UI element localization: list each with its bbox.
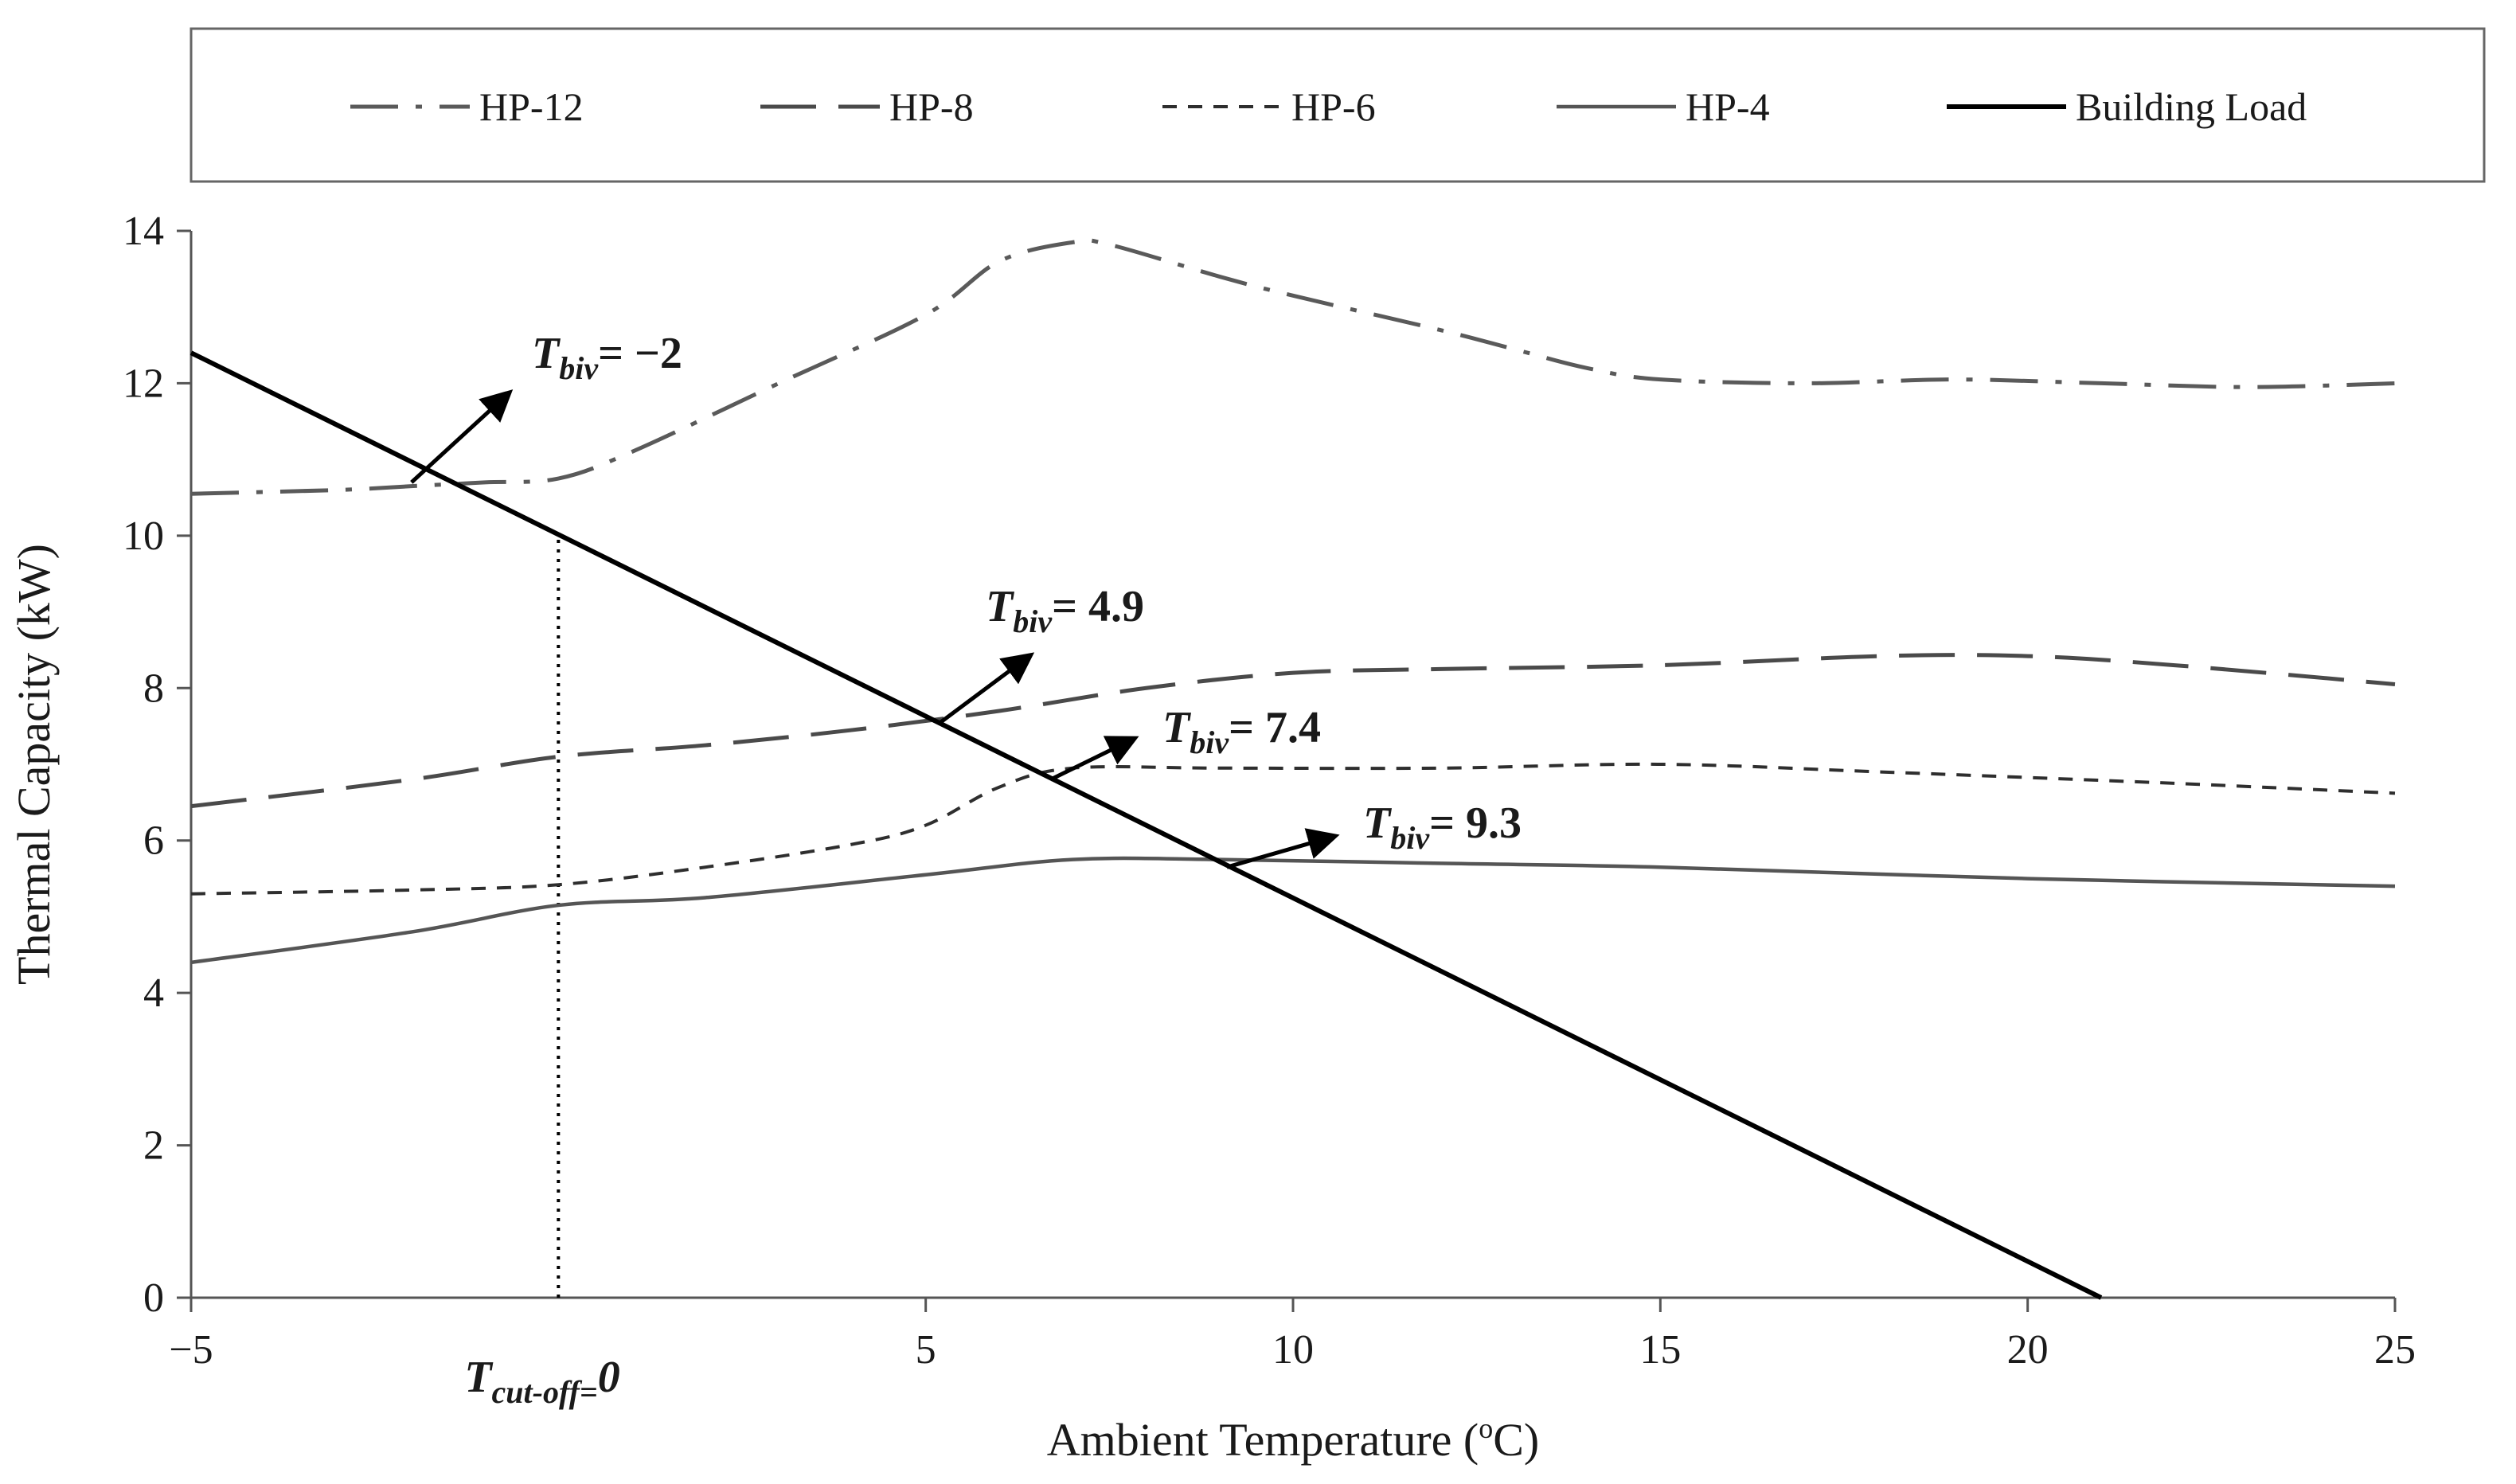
plot-area: 0 2 4 6 8 10 12 14 −5 5 10 15 20 25 Tbiv= −2 Tbiv= 4.… <box>123 209 2416 1410</box>
x-tick-label: 25 <box>2374 1327 2416 1373</box>
y-tick-label: 0 <box>143 1275 164 1321</box>
y-axis-title: Thermal Capacity (kW) <box>8 544 60 985</box>
annotation-arrow <box>939 652 1035 724</box>
legend: HP-12 HP-8 HP-6 HP-4 Building Load <box>189 27 2486 183</box>
legend-label-hp-4: HP-4 <box>1686 84 1770 129</box>
legend-label-building-load: Building Load <box>2076 84 2307 129</box>
annotation-label: Tbiv= 9.3 <box>1363 799 1522 856</box>
annotation-biv: Tbiv= −2 <box>410 329 682 484</box>
series-line-hp-12 <box>190 238 2396 496</box>
series-line-hp-6 <box>190 762 2396 896</box>
legend-label-hp-8: HP-8 <box>889 84 974 129</box>
x-tick-label: 5 <box>916 1327 936 1373</box>
annotation-cut-off: Tcut-off=0 <box>464 1353 619 1410</box>
x-tick-label: 20 <box>2007 1327 2049 1373</box>
annotation-biv: Tbiv= 4.9 <box>939 582 1144 724</box>
annotation-arrow <box>1226 828 1340 869</box>
series-line-hp-4 <box>190 856 2396 965</box>
annotation-label: Tbiv= 7.4 <box>1162 703 1321 760</box>
y-tick-label: 4 <box>143 970 164 1016</box>
annotation-arrow <box>410 389 514 484</box>
annotation-biv: Tbiv= 7.4 <box>1049 703 1321 782</box>
legend-label-hp-12: HP-12 <box>479 84 584 129</box>
y-tick-label: 12 <box>123 361 164 406</box>
series-line-building-load <box>189 350 2103 1300</box>
y-tick-label: 14 <box>123 209 164 254</box>
annotation-label: Tbiv= −2 <box>532 329 682 386</box>
y-tick-label: 8 <box>143 666 164 711</box>
series-line-hp-8 <box>190 653 2396 809</box>
cutoff-label: Tcut-off=0 <box>464 1353 619 1410</box>
annotation-arrow <box>1049 736 1139 782</box>
y-tick-label: 10 <box>123 514 164 559</box>
x-axis-title: Ambient Temperature (oC) <box>1047 1412 1539 1466</box>
legend-frame <box>189 27 2486 183</box>
y-tick-label: 2 <box>143 1123 164 1169</box>
annotation-biv: Tbiv= 9.3 <box>1226 799 1522 869</box>
x-tick-label: 15 <box>1639 1327 1681 1373</box>
y-tick-label: 6 <box>143 818 164 864</box>
legend-label-hp-6: HP-6 <box>1291 84 1376 129</box>
x-tick-label: 10 <box>1272 1327 1314 1373</box>
annotation-label: Tbiv= 4.9 <box>986 582 1144 639</box>
x-tick-label: −5 <box>169 1327 213 1373</box>
